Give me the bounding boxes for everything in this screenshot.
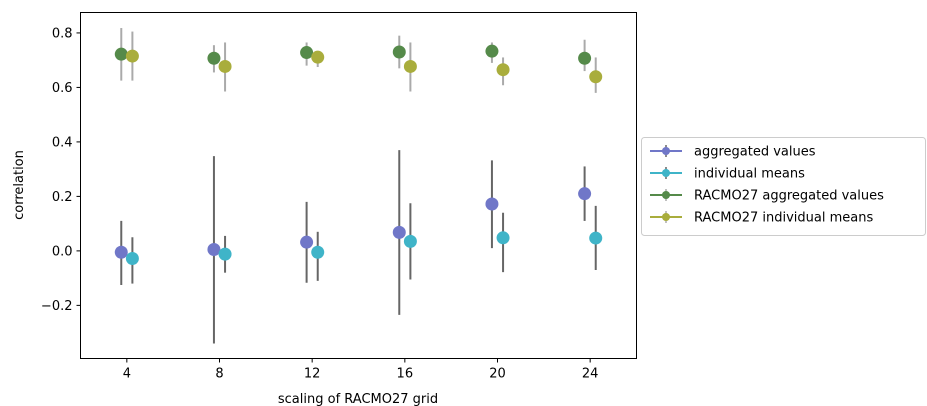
data-point (392, 225, 406, 239)
y-axis-label: correlation (12, 150, 27, 220)
data-point (578, 187, 592, 201)
data-point (485, 44, 499, 58)
data-point (311, 50, 325, 64)
data-point (300, 46, 314, 60)
data-point (114, 47, 128, 61)
x-tick-label: 16 (397, 367, 414, 382)
data-point (392, 45, 406, 59)
data-point (589, 231, 603, 245)
x-axis: 4 8 12 16 20 24 (123, 358, 599, 382)
data-point (300, 235, 314, 249)
data-point (125, 252, 139, 266)
data-point (114, 245, 128, 259)
legend: aggregated values individual means RACMO27… (641, 137, 926, 236)
data-point (496, 231, 510, 245)
data-point (496, 63, 510, 77)
y-axis: −0.2 0.0 0.2 0.4 0.6 0.8 (41, 26, 81, 314)
legend-marker (662, 213, 670, 221)
legend-marker (662, 169, 670, 177)
legend-box (641, 137, 926, 236)
x-axis-label: scaling of RACMO27 grid (278, 392, 438, 406)
plot-frame (80, 12, 637, 359)
legend-marker (662, 191, 670, 199)
y-tick-label: −0.2 (41, 299, 73, 314)
data-point (589, 70, 603, 84)
legend-label: individual means (694, 167, 805, 182)
error-bars (120, 28, 597, 344)
data-point (125, 49, 139, 63)
data-point (218, 59, 232, 73)
legend-label: RACMO27 aggregated values (694, 189, 884, 204)
legend-label: RACMO27 individual means (694, 211, 873, 226)
data-point (207, 243, 221, 257)
x-tick-label: 12 (304, 367, 321, 382)
y-tick-label: 0.0 (52, 244, 73, 259)
data-point (403, 59, 417, 73)
data-point (218, 247, 232, 261)
y-tick-label: 0.8 (52, 26, 73, 41)
data-point (403, 234, 417, 248)
y-tick-label: 0.2 (52, 190, 73, 205)
x-tick-label: 8 (215, 367, 223, 382)
data-point (578, 51, 592, 65)
y-tick-label: 0.4 (52, 135, 73, 150)
data-point (311, 245, 325, 259)
y-tick-label: 0.6 (52, 81, 73, 96)
x-tick-label: 20 (489, 367, 506, 382)
x-tick-label: 4 (123, 367, 131, 382)
x-tick-label: 24 (582, 367, 599, 382)
data-points (114, 44, 603, 266)
data-point (485, 197, 499, 211)
data-point (207, 51, 221, 65)
legend-marker (662, 147, 670, 155)
legend-label: aggregated values (694, 145, 816, 160)
